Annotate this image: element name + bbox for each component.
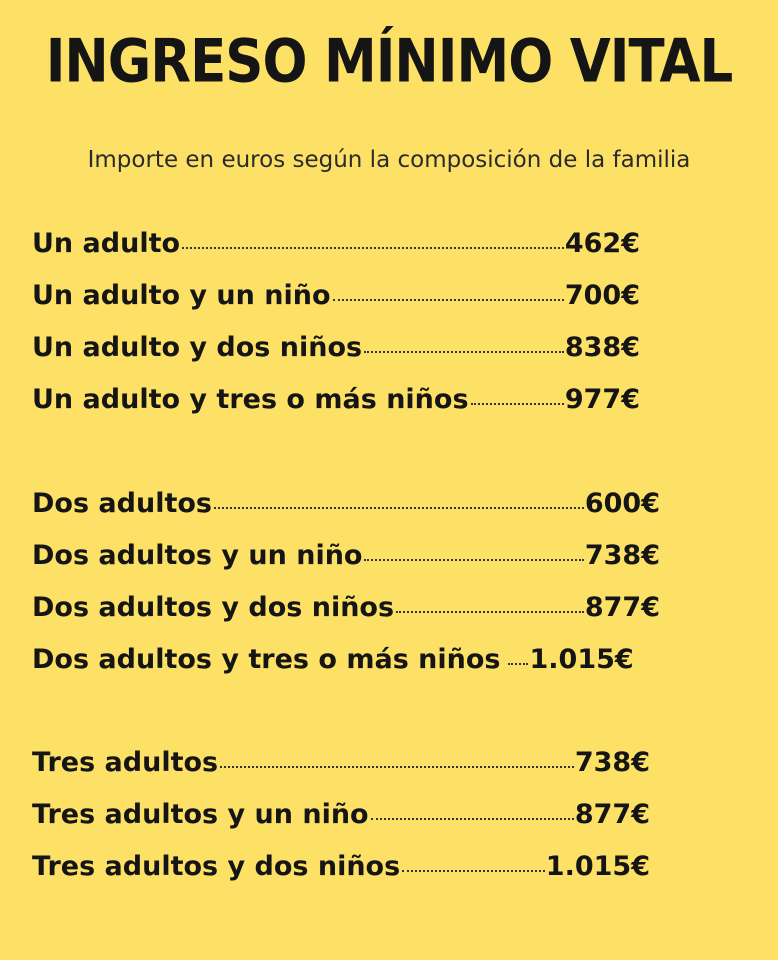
price-row: Dos adultos 600€ [32, 488, 660, 540]
dot-leader [213, 507, 584, 509]
row-label: Dos adultos y dos niños [32, 592, 395, 623]
price-row: Tres adultos y dos niños 1.015€ [32, 851, 650, 903]
row-label: Dos adultos y tres o más niños [32, 644, 501, 675]
dot-leader [364, 559, 584, 561]
dot-leader [508, 663, 529, 665]
row-label: Un adulto y un niño [32, 280, 331, 311]
group-one-adult: Un adulto 462€ Un adulto y un niño 700€ … [32, 228, 640, 436]
row-label: Un adulto [32, 228, 181, 259]
row-price: 462€ [564, 228, 640, 259]
dot-leader [364, 351, 564, 353]
page-subtitle: Importe en euros según la composición de… [87, 147, 691, 173]
price-row: Dos adultos y un niño 738€ [32, 540, 660, 592]
dot-leader [332, 299, 564, 301]
price-row: Un adulto y dos niños 838€ [32, 332, 640, 384]
group-three-adults: Tres adultos 738€ Tres adultos y un niño… [32, 747, 650, 903]
row-price: 877€ [584, 592, 660, 623]
row-price: 600€ [584, 488, 660, 519]
row-label: Tres adultos y un niño [32, 799, 369, 830]
row-price: 700€ [564, 280, 640, 311]
group-two-adults: Dos adultos 600€ Dos adultos y un niño 7… [32, 488, 660, 696]
dot-leader [182, 247, 564, 249]
dot-leader [396, 611, 584, 613]
price-row: Un adulto 462€ [32, 228, 640, 280]
row-label: Un adulto y dos niños [32, 332, 363, 363]
row-label: Un adulto y tres o más niños [32, 384, 469, 415]
price-row: Tres adultos 738€ [32, 747, 650, 799]
row-label: Tres adultos y dos niños [32, 851, 401, 882]
price-row: Dos adultos y dos niños 877€ [32, 592, 660, 644]
price-row: Un adulto y tres o más niños 977€ [32, 384, 640, 436]
row-label: Dos adultos y un niño [32, 540, 363, 571]
row-price: 838€ [564, 332, 640, 363]
row-price: 977€ [564, 384, 640, 415]
dot-leader [470, 403, 564, 405]
page-title: INGRESO MÍNIMO VITAL [45, 27, 734, 97]
row-label: Dos adultos [32, 488, 212, 519]
row-price: 1.015€ [529, 644, 634, 675]
row-price: 738€ [574, 747, 650, 778]
dot-leader [220, 766, 574, 768]
row-price: 877€ [574, 799, 650, 830]
price-row: Dos adultos y tres o más niños 1.015€ [32, 644, 660, 696]
row-price: 1.015€ [545, 851, 650, 882]
price-row: Tres adultos y un niño 877€ [32, 799, 650, 851]
dot-leader [402, 870, 545, 872]
price-row: Un adulto y un niño 700€ [32, 280, 640, 332]
dot-leader [370, 818, 574, 820]
row-label: Tres adultos [32, 747, 219, 778]
row-price: 738€ [584, 540, 660, 571]
